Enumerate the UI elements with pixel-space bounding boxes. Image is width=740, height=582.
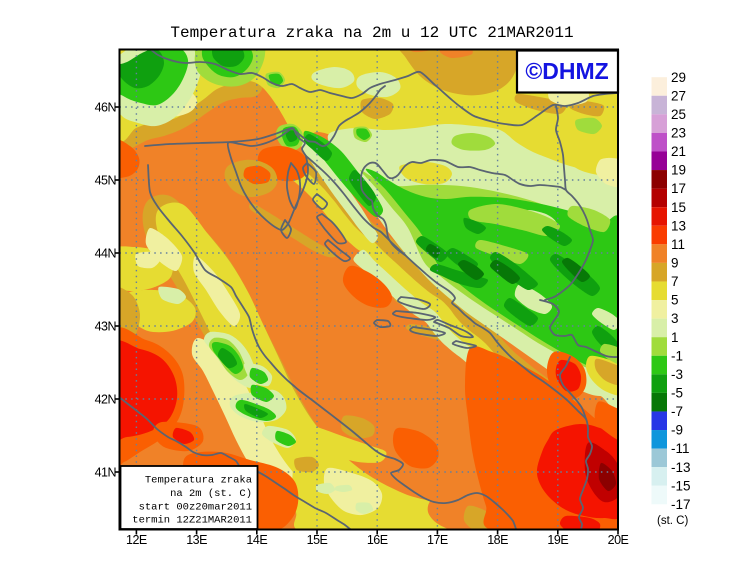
- svg-text:19E: 19E: [547, 533, 568, 547]
- svg-text:41N: 41N: [95, 466, 117, 480]
- svg-text:13: 13: [671, 218, 686, 233]
- svg-text:12E: 12E: [126, 533, 147, 547]
- svg-text:46N: 46N: [95, 101, 117, 115]
- svg-text:15E: 15E: [307, 533, 328, 547]
- svg-text:5: 5: [671, 293, 679, 308]
- svg-text:-7: -7: [671, 404, 683, 419]
- svg-text:Temperatura zraka na 2m u 12 U: Temperatura zraka na 2m u 12 UTC 21MAR20…: [170, 24, 573, 42]
- svg-text:45N: 45N: [95, 174, 117, 188]
- svg-text:25: 25: [671, 107, 686, 122]
- svg-text:13E: 13E: [186, 533, 207, 547]
- svg-text:-9: -9: [671, 423, 683, 438]
- svg-text:-15: -15: [671, 478, 691, 493]
- svg-text:21: 21: [671, 144, 686, 159]
- svg-text:-5: -5: [671, 386, 683, 401]
- svg-text:1: 1: [671, 330, 679, 345]
- svg-text:7: 7: [671, 274, 679, 289]
- svg-text:23: 23: [671, 126, 686, 141]
- svg-text:-17: -17: [671, 497, 691, 512]
- svg-text:15: 15: [671, 200, 686, 215]
- svg-text:-11: -11: [671, 441, 690, 456]
- svg-text:18E: 18E: [487, 533, 508, 547]
- svg-text:na 2m (st. C): na 2m (st. C): [170, 488, 252, 500]
- svg-text:termin 12Z21MAR2011: termin 12Z21MAR2011: [132, 515, 252, 527]
- svg-text:16E: 16E: [367, 533, 388, 547]
- svg-text:44N: 44N: [95, 247, 117, 261]
- svg-text:14E: 14E: [246, 533, 267, 547]
- svg-text:17: 17: [671, 181, 686, 196]
- svg-text:20E: 20E: [608, 533, 629, 547]
- svg-text:29: 29: [671, 70, 686, 85]
- svg-text:©DHMZ: ©DHMZ: [525, 58, 608, 84]
- svg-text:(st. C): (st. C): [657, 515, 688, 527]
- svg-text:Temperatura zraka: Temperatura zraka: [145, 475, 252, 487]
- svg-text:-3: -3: [671, 367, 683, 382]
- svg-text:11: 11: [671, 237, 685, 252]
- svg-text:3: 3: [671, 311, 679, 326]
- svg-text:-1: -1: [671, 348, 683, 363]
- svg-text:start 00z20mar2011: start 00z20mar2011: [139, 501, 252, 513]
- svg-text:-13: -13: [671, 460, 691, 475]
- svg-text:27: 27: [671, 88, 686, 103]
- svg-text:19: 19: [671, 163, 686, 178]
- svg-text:42N: 42N: [95, 393, 117, 407]
- svg-text:9: 9: [671, 256, 679, 271]
- svg-text:43N: 43N: [95, 320, 117, 334]
- svg-text:17E: 17E: [427, 533, 448, 547]
